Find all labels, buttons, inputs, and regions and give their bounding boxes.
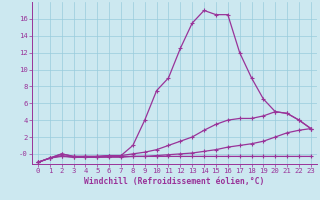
X-axis label: Windchill (Refroidissement éolien,°C): Windchill (Refroidissement éolien,°C) [84, 177, 265, 186]
